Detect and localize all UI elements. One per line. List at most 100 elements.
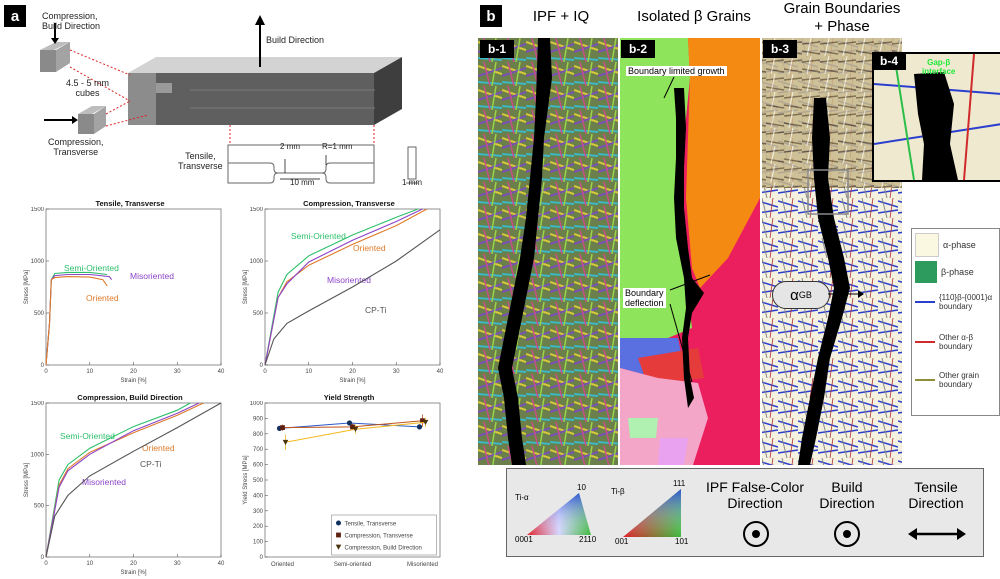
- boundary-110-label: {110}β-{0001}α boundary: [939, 293, 993, 311]
- series-label: Semi-Oriented: [291, 231, 346, 241]
- ti-beta-label: Ti-β: [611, 487, 625, 496]
- x-tick-label: 10: [86, 561, 93, 567]
- beta-br-label: 101: [675, 537, 689, 546]
- annot-boundary-limited: Boundary limited growth: [626, 66, 727, 76]
- compression-build-chart: 0 10 20 30 40 0 500 1000 1500 Strain [%] Semi-Orie…: [24, 401, 225, 576]
- data-point: [280, 425, 285, 431]
- data-point: [352, 426, 359, 432]
- tensile-transverse-chart: 0 10 20 30 40 0 500 1000 1500 Strain [%] Semi-Orie…: [24, 207, 225, 384]
- series-label: Misoriented: [327, 275, 371, 285]
- x-tick-label: 0: [44, 369, 48, 375]
- series-label: Semi-Oriented: [64, 263, 119, 273]
- other-grain-swatch: [915, 379, 935, 381]
- phase-legend-item: α-phase: [915, 233, 976, 257]
- y-tick-label: 1000: [31, 259, 45, 265]
- y-tick-label: 0: [41, 363, 45, 369]
- yield-strength-chart: 0 100 200 300 400 500 600 700 800 900 1000 Oriented…: [243, 401, 441, 568]
- alpha-gb-sub: GB: [798, 290, 812, 300]
- y-axis-label: Stress [MPa]: [243, 269, 249, 304]
- data-point: [420, 418, 425, 424]
- inset-b4-frame: [872, 52, 1000, 182]
- label-cubes: 4.5 - 5 mm cubes: [66, 78, 110, 98]
- alpha-br-label: 2110: [579, 535, 597, 544]
- y-tick-label: 1500: [31, 207, 45, 213]
- alpha-phase-swatch: [915, 233, 939, 257]
- phase-legend-item: β-phase: [915, 261, 974, 283]
- x-tick-label: 40: [437, 369, 444, 375]
- other-grain-label: Other grain boundary: [939, 371, 980, 389]
- data-point: [350, 424, 355, 430]
- y-tick-label: 300: [253, 509, 264, 515]
- alpha-gb-arrow: [828, 290, 864, 298]
- y-tick-label: 100: [253, 540, 264, 546]
- y-tick-label: 1000: [250, 259, 264, 265]
- label-comp-trans: Compression, Transverse: [48, 137, 104, 157]
- y-tick-label: 500: [34, 504, 45, 510]
- y-axis-label: Stress [MPa]: [24, 462, 30, 497]
- beta-phase-swatch: [915, 261, 937, 283]
- series-line: [45, 276, 108, 366]
- y-tick-label: 700: [253, 447, 264, 453]
- other-ab-swatch: [915, 341, 935, 343]
- chart4-title: Yield Strength: [323, 393, 375, 402]
- plot-frame: [45, 208, 222, 366]
- alpha-top-label: 10: [577, 483, 586, 492]
- other-ab-label: Other α-β boundary: [939, 333, 974, 351]
- subtag-b4: b-4: [872, 52, 906, 70]
- legend-label: Compression, Transverse: [345, 534, 414, 540]
- alpha-gb-symbol: α: [790, 286, 799, 304]
- series-line: [45, 402, 191, 558]
- orientation-legend: Ti-α 10 0001 2110 Ti-β: [506, 468, 984, 557]
- label-build-direction: Build Direction: [266, 35, 325, 45]
- x-tick-label: 40: [218, 369, 225, 375]
- ipf-direction-label: IPF False-Color Direction: [705, 479, 805, 511]
- dim-r1mm: R=1 mm: [322, 142, 353, 151]
- x-tick-label: Semi-oriented: [334, 562, 371, 568]
- series-label: CP-Ti: [365, 305, 387, 315]
- alpha-phase-label: α-phase: [943, 240, 976, 250]
- phase-legend-item: {110}β-{0001}α boundary: [915, 293, 992, 311]
- y-tick-label: 800: [253, 432, 264, 438]
- tensile-direction-arrow-icon: [908, 528, 966, 540]
- ti-alpha-label: Ti-α: [515, 493, 529, 502]
- series-label: Misoriented: [82, 477, 126, 487]
- x-tick-label: Misoriented: [407, 562, 438, 568]
- subtag-b2: b-2: [621, 40, 655, 58]
- series-line: [264, 208, 423, 366]
- chart2-title: Compression, Transverse: [303, 199, 395, 208]
- series-label: Oriented: [142, 443, 175, 453]
- legend-label: Compression, Build Direction: [345, 546, 422, 552]
- y-axis-label: Yield Stress [MPa]: [243, 455, 249, 504]
- y-tick-label: 1500: [31, 401, 45, 407]
- panel-b-tag: b: [480, 5, 502, 27]
- x-tick-label: 30: [174, 561, 181, 567]
- series-label: Semi-Oriented: [60, 431, 115, 441]
- alpha-bl-label: 0001: [515, 535, 533, 544]
- series-line: [264, 208, 419, 366]
- y-tick-label: 200: [253, 524, 264, 530]
- legend-frame: [331, 514, 437, 556]
- y-tick-label: 400: [253, 493, 264, 499]
- phase-legend-item: Other α-β boundary: [915, 333, 973, 351]
- plot-area: 0 100 200 300 400 500 600 700 800 900 1000 Oriented…: [250, 401, 441, 568]
- x-tick-label: 0: [263, 369, 267, 375]
- series-line: [264, 229, 441, 366]
- y-tick-label: 0: [260, 555, 264, 561]
- x-axis-label: Strain [%]: [339, 378, 365, 384]
- dim-2mm: 2 mm: [280, 142, 300, 151]
- subtag-b1: b-1: [480, 40, 514, 58]
- y-tick-label: 500: [253, 311, 264, 317]
- y-tick-label: 1500: [250, 207, 264, 213]
- header-isolated-beta: Isolated β Grains: [637, 8, 751, 25]
- series-label: CP-Ti: [140, 459, 162, 469]
- x-tick-label: 20: [130, 561, 137, 567]
- build-direction-label: Build Direction: [819, 479, 875, 511]
- y-tick-label: 600: [253, 463, 264, 469]
- y-tick-label: 500: [34, 311, 45, 317]
- legend-marker: [335, 544, 342, 550]
- beta-top-label: 111: [673, 479, 686, 488]
- legend-label: Tensile, Transverse: [345, 522, 397, 528]
- x-tick-label: 30: [174, 369, 181, 375]
- plot-area: 0 10 20 30 40 0 500 1000 1500 Strain [%] Semi-Orie…: [31, 207, 225, 384]
